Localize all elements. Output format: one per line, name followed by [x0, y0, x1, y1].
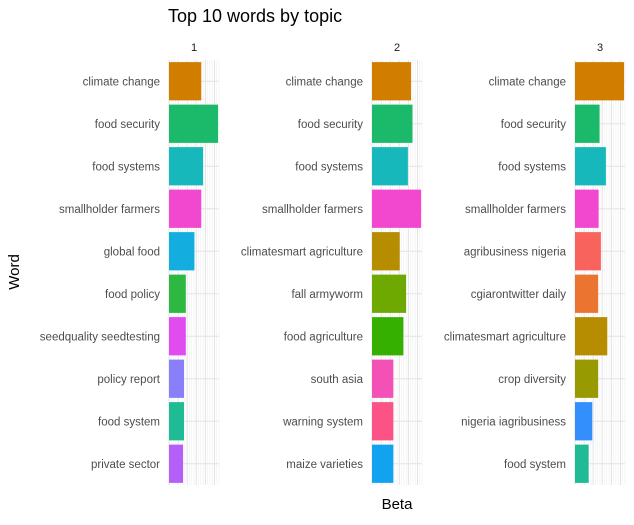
bar — [169, 147, 204, 186]
bar — [169, 104, 219, 143]
chart-title: Top 10 words by topic — [168, 6, 342, 26]
bar — [372, 189, 422, 228]
bar — [169, 189, 202, 228]
y-tick-label: food security — [501, 119, 566, 131]
y-tick-label: south asia — [311, 374, 364, 386]
bar — [575, 104, 600, 143]
bar — [575, 147, 606, 186]
bar — [372, 274, 407, 313]
y-tick-label: maize varieties — [286, 459, 363, 471]
bar — [169, 317, 186, 356]
bar — [169, 62, 202, 101]
y-tick-label: policy report — [97, 374, 160, 386]
y-tick-label: smallholder farmers — [59, 204, 160, 216]
bar — [575, 317, 608, 356]
y-tick-label: food policy — [105, 289, 160, 301]
y-tick-label: smallholder farmers — [465, 204, 566, 216]
bar — [169, 444, 184, 483]
bar — [169, 232, 195, 271]
y-tick-label: food security — [95, 119, 160, 131]
facet-label: 3 — [597, 42, 603, 54]
facet-label: 1 — [191, 42, 197, 54]
y-tick-label: agribusiness nigeria — [464, 246, 567, 258]
bar — [575, 189, 599, 228]
bar — [575, 359, 599, 398]
y-tick-label: climate change — [83, 76, 160, 88]
y-tick-label: cgiarontwitter daily — [471, 289, 566, 301]
y-tick-label: warning system — [282, 416, 363, 428]
bar — [372, 359, 394, 398]
bar — [372, 232, 400, 271]
bar — [169, 402, 184, 441]
bar — [575, 62, 625, 101]
bar — [372, 402, 394, 441]
bar — [169, 359, 184, 398]
y-tick-label: fall armyworm — [291, 289, 363, 301]
y-tick-label: food system — [98, 416, 160, 428]
y-tick-label: climate change — [489, 76, 566, 88]
y-tick-label: food agriculture — [284, 331, 363, 343]
bar — [575, 444, 589, 483]
bar — [372, 317, 404, 356]
y-tick-label: climatesmart agriculture — [444, 331, 566, 343]
y-tick-label: climate change — [286, 76, 363, 88]
y-tick-label: crop diversity — [498, 374, 566, 386]
y-tick-label: climatesmart agriculture — [241, 246, 363, 258]
bar — [372, 62, 412, 101]
y-tick-label: nigeria iagribusiness — [461, 416, 566, 428]
y-tick-label: food system — [504, 459, 566, 471]
y-tick-label: private sector — [91, 459, 160, 471]
y-tick-label: global food — [104, 246, 160, 258]
facet-label: 2 — [394, 42, 400, 54]
bar — [372, 147, 408, 186]
facet-panel-2: 2 climate change food security food systems… — [241, 42, 423, 485]
bar — [372, 104, 413, 143]
y-tick-label: smallholder farmers — [262, 204, 363, 216]
bar — [575, 274, 599, 313]
bar — [575, 232, 601, 271]
x-axis-label: Beta — [382, 496, 414, 513]
y-tick-label: seedquality seedtesting — [40, 331, 160, 343]
y-tick-label: food security — [298, 119, 363, 131]
y-tick-label: food systems — [295, 161, 363, 173]
y-tick-label: food systems — [498, 161, 566, 173]
y-axis-label: Word — [6, 254, 23, 290]
bar — [169, 274, 186, 313]
bar — [372, 444, 394, 483]
y-tick-label: food systems — [92, 161, 160, 173]
bar — [575, 402, 593, 441]
